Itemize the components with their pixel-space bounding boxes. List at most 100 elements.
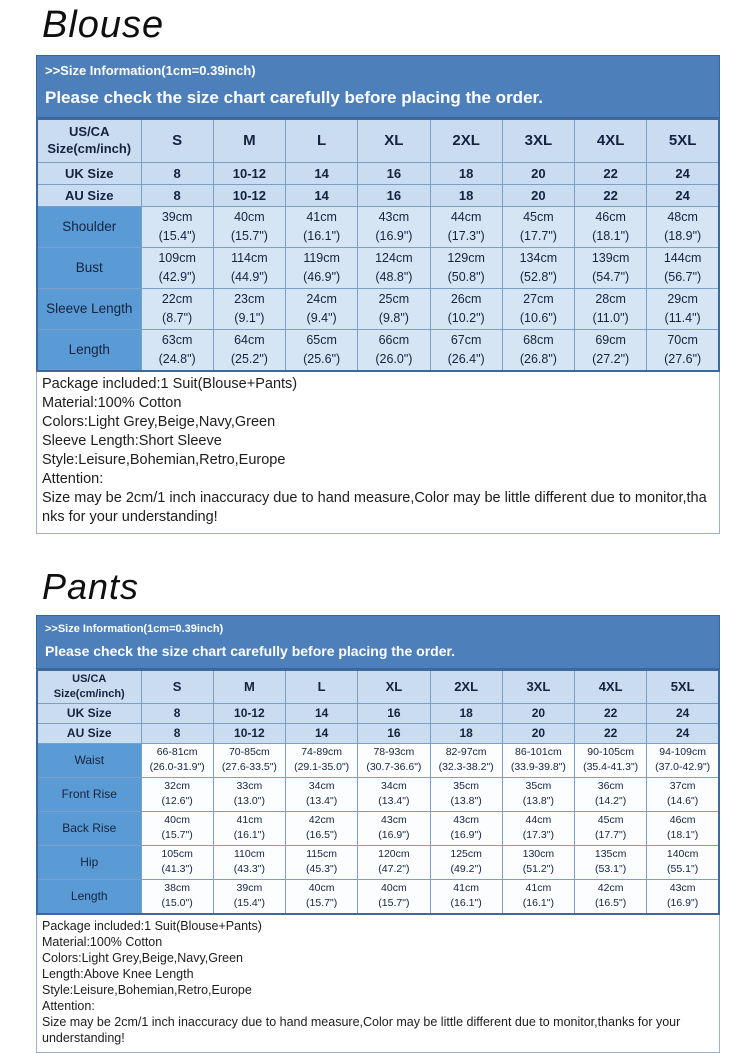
measurement-cell: 45cm (17.7") (573, 810, 648, 846)
measurement-cell: 66cm (26.0") (357, 328, 431, 372)
blouse-size-table: US/CA Size(cm/inch) S M L XL 2XL 3XL 4XL 5XL UK Si… (36, 117, 720, 372)
measurement-cell: 134cm (52.8") (501, 246, 576, 289)
size-column-header-5xl: 5XL (646, 669, 720, 704)
size-value-cell: 20 (501, 183, 576, 207)
size-value-cell: 8 (140, 702, 214, 724)
row-uk-size: UK Size 8 10-12 14 16 18 20 22 24 (36, 702, 720, 724)
note-line: Size may be 2cm/1 inch inaccuracy due to… (42, 1014, 681, 1045)
size-column-header-l: L (284, 669, 359, 704)
measurement-cell: 94-109cm (37.0-42.9") (646, 742, 720, 778)
size-value-cell: 8 (140, 183, 214, 207)
measurement-cell: 70cm (27.6") (646, 328, 720, 372)
note-line: Style:Leisure,Bohemian,Retro,Europe (42, 982, 252, 997)
size-value-cell: 20 (501, 722, 576, 744)
measurement-cell: 115cm (45.3") (284, 844, 359, 880)
note-line: Style:Leisure,Bohemian,Retro,Europe (42, 451, 286, 468)
row-hip: Hip 105cm (41.3") 110cm (43.3") 115cm (45.3") 1… (36, 844, 720, 880)
size-info-heading: >>Size Information(1cm=0.39inch) (45, 622, 224, 635)
row-waist: Waist 66-81cm (26.0-31.9") 70-85cm (27.6-33.… (36, 742, 720, 778)
row-label: Sleeve Length (36, 287, 142, 330)
note-line: Material:100% Cotton (42, 934, 163, 949)
row-label: Back Rise (36, 810, 142, 846)
measurement-cell: 67cm (26.4") (429, 328, 503, 372)
note-line: Sleeve Length:Short Sleeve (42, 432, 222, 449)
size-column-header-xl: XL (357, 118, 431, 163)
table-header-row: US/CA Size(cm/inch) S M L XL 2XL 3XL 4XL 5XL (36, 118, 720, 163)
measurement-cell: 40cm (15.7") (140, 810, 214, 846)
size-column-header-2xl: 2XL (429, 118, 503, 163)
measurement-cell: 140cm (55.1") (646, 844, 720, 880)
measurement-cell: 27cm (10.6") (501, 287, 576, 330)
size-value-cell: 20 (501, 702, 576, 724)
measurement-cell: 46cm (18.1") (646, 810, 720, 846)
measurement-cell: 48cm (18.9") (646, 205, 720, 248)
measurement-cell: 144cm (56.7") (646, 246, 720, 289)
measurement-cell: 40cm (15.7") (284, 878, 359, 915)
measurement-cell: 42cm (16.5") (573, 878, 648, 915)
row-length: Length 38cm (15.0") 39cm (15.4") 40cm (15.7") 4… (36, 878, 720, 915)
measurement-cell: 129cm (50.8") (429, 246, 503, 289)
size-chart-page: Blouse >>Size Information(1cm=0.39inch) … (36, 5, 720, 1053)
size-value-cell: 16 (357, 702, 431, 724)
pants-size-table: US/CA Size(cm/inch) S M L XL 2XL 3XL 4XL 5XL UK Si… (36, 668, 720, 915)
size-value-cell: 24 (646, 183, 720, 207)
measurement-cell: 44cm (17.3") (501, 810, 576, 846)
measurement-cell: 105cm (41.3") (140, 844, 214, 880)
size-column-header-m: M (212, 669, 287, 704)
measurement-cell: 32cm (12.6") (140, 776, 214, 812)
measurement-cell: 43cm (16.9") (357, 810, 431, 846)
measurement-cell: 37cm (14.6") (646, 776, 720, 812)
pants-size-info-bar: >>Size Information(1cm=0.39inch) Please … (36, 614, 720, 669)
size-value-cell: 22 (573, 702, 648, 724)
note-line: Attention: (42, 470, 104, 487)
row-label: Shoulder (36, 205, 142, 248)
measurement-cell: 24cm (9.4") (284, 287, 359, 330)
measurement-cell: 82-97cm (32.3-38.2") (429, 742, 503, 778)
measurement-cell: 135cm (53.1") (573, 844, 648, 880)
note-line: Attention: (42, 998, 95, 1013)
measurement-cell: 41cm (16.1") (284, 205, 359, 248)
measurement-cell: 41cm (16.1") (501, 878, 576, 915)
measurement-cell: 46cm (18.1") (573, 205, 648, 248)
table-corner-header: US/CA Size(cm/inch) (36, 118, 142, 163)
measurement-cell: 35cm (13.8") (501, 776, 576, 812)
row-label: Hip (36, 844, 142, 880)
size-value-cell: 8 (140, 161, 214, 185)
size-column-header-5xl: 5XL (646, 118, 720, 163)
measurement-cell: 43cm (16.9") (429, 810, 503, 846)
row-sleeve-length: Sleeve Length 22cm (8.7") 23cm (9.1") 24cm (9.… (36, 287, 720, 330)
row-back-rise: Back Rise 40cm (15.7") 41cm (16.1") 42cm (16.5… (36, 810, 720, 846)
size-column-header-s: S (140, 118, 214, 163)
measurement-cell: 68cm (26.8") (501, 328, 576, 372)
measurement-cell: 33cm (13.0") (212, 776, 287, 812)
row-label: Front Rise (36, 776, 142, 812)
row-label: AU Size (36, 183, 142, 207)
row-au-size: AU Size 8 10-12 14 16 18 20 22 24 (36, 183, 720, 207)
measurement-cell: 124cm (48.8") (357, 246, 431, 289)
size-column-header-4xl: 4XL (573, 669, 648, 704)
size-value-cell: 16 (357, 722, 431, 744)
measurement-cell: 69cm (27.2") (573, 328, 648, 372)
note-line: Size may be 2cm/1 inch inaccuracy due to… (42, 489, 707, 525)
row-length: Length 63cm (24.8") 64cm (25.2") 65cm (25.6") 6… (36, 328, 720, 372)
size-info-warning: Please check the size chart carefully be… (45, 87, 543, 107)
size-value-cell: 24 (646, 722, 720, 744)
row-uk-size: UK Size 8 10-12 14 16 18 20 22 24 (36, 161, 720, 185)
note-line: Material:100% Cotton (42, 394, 182, 411)
size-value-cell: 22 (573, 161, 648, 185)
size-value-cell: 16 (357, 161, 431, 185)
measurement-cell: 130cm (51.2") (501, 844, 576, 880)
size-value-cell: 10-12 (212, 702, 287, 724)
blouse-notes: Package included:1 Suit(Blouse+Pants) Mat… (36, 371, 720, 534)
size-value-cell: 18 (429, 702, 503, 724)
measurement-cell: 43cm (16.9") (646, 878, 720, 915)
measurement-cell: 109cm (42.9") (140, 246, 214, 289)
note-line: Colors:Light Grey,Beige,Navy,Green (42, 413, 276, 430)
measurement-cell: 35cm (13.8") (429, 776, 503, 812)
measurement-cell: 139cm (54.7") (573, 246, 648, 289)
measurement-cell: 29cm (11.4") (646, 287, 720, 330)
size-value-cell: 16 (357, 183, 431, 207)
size-column-header-2xl: 2XL (429, 669, 503, 704)
size-value-cell: 20 (501, 161, 576, 185)
measurement-cell: 39cm (15.4") (212, 878, 287, 915)
